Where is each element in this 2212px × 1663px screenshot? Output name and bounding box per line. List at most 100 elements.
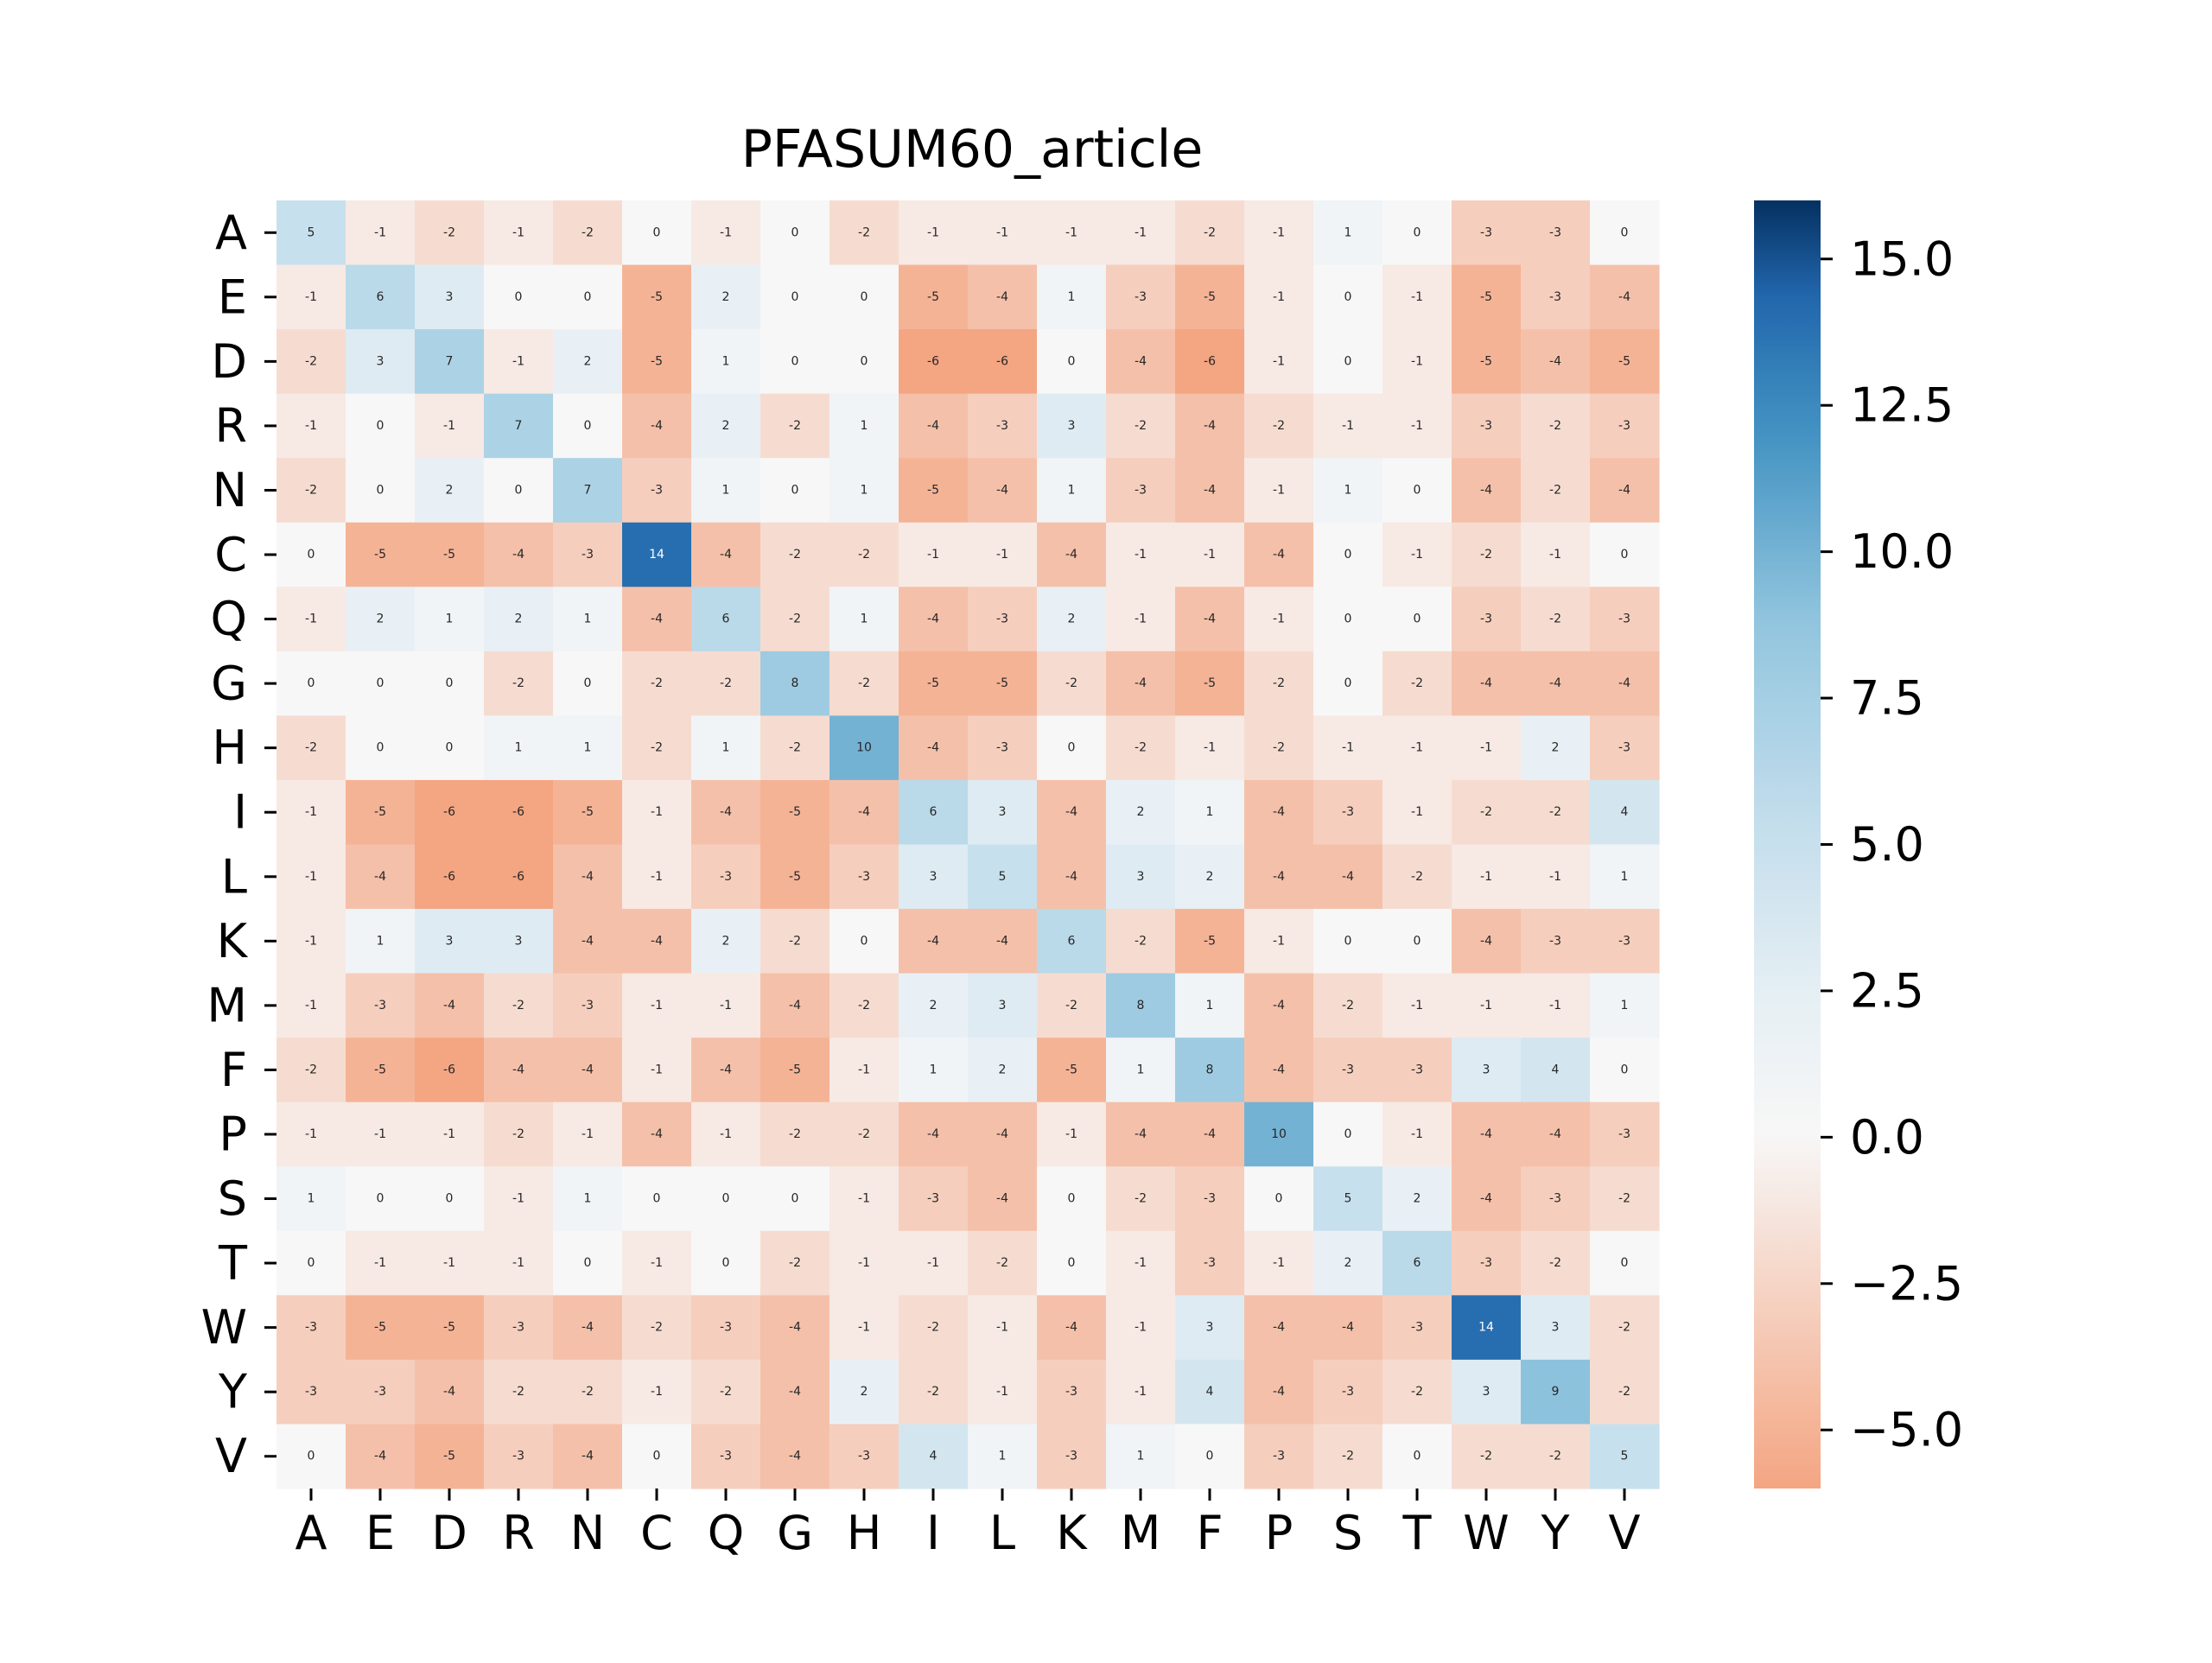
heatmap-cell — [899, 200, 969, 266]
colorbar-ticks: 15.0 12.5 10.0 7.5 5.0 2.5 0.0 −2.5 −5.0 — [1821, 232, 1963, 1457]
cell-value-label: -2 — [789, 613, 801, 626]
cell-value-label: -2 — [1618, 1192, 1630, 1206]
cell-value-label: 3 — [1068, 419, 1076, 433]
cell-value-label: -4 — [374, 1450, 386, 1463]
heatmap-cell — [691, 909, 761, 974]
x-tick-label: V — [1609, 1506, 1641, 1560]
heatmap-cell — [1452, 200, 1522, 266]
heatmap-cell — [1106, 393, 1176, 459]
heatmap-cell — [830, 264, 899, 330]
cell-value-label: -1 — [305, 870, 317, 884]
heatmap-cell — [1452, 844, 1522, 910]
cell-value-label: -3 — [1618, 613, 1630, 626]
heatmap-cell — [899, 1038, 969, 1103]
heatmap-cell — [622, 651, 692, 716]
heatmap-cell — [1106, 909, 1176, 974]
heatmap-cell — [830, 973, 899, 1038]
heatmap-cell — [899, 522, 969, 587]
cell-value-label: 0 — [377, 419, 385, 433]
cell-value-label: -2 — [789, 419, 801, 433]
heatmap-cell — [968, 458, 1038, 524]
heatmap-cell — [1037, 1101, 1107, 1167]
heatmap-cell — [1244, 1101, 1314, 1167]
cell-value-label: -4 — [443, 999, 455, 1012]
y-tick-label: D — [211, 334, 247, 389]
cell-value-label: -4 — [1204, 419, 1216, 433]
cell-value-label: 1 — [446, 613, 454, 626]
cell-value-label: -1 — [651, 870, 663, 884]
heatmap-cell — [276, 329, 346, 395]
colorbar-tick-label: 10.0 — [1850, 524, 1954, 579]
heatmap-cell — [760, 393, 830, 459]
cell-value-label: -4 — [1065, 805, 1077, 819]
heatmap-cell — [968, 1101, 1038, 1167]
x-tick-label: E — [365, 1506, 395, 1560]
heatmap-cell — [1382, 909, 1452, 974]
cell-value-label: 1 — [861, 483, 868, 497]
cell-value-label: -1 — [927, 1256, 939, 1270]
heatmap-cell — [1244, 329, 1314, 395]
cell-value-label: 0 — [653, 1192, 661, 1206]
heatmap-cell — [484, 844, 554, 910]
colorbar-tick-label: 2.5 — [1850, 963, 1924, 1018]
cell-value-label: -5 — [443, 548, 455, 562]
heatmap-cell — [968, 909, 1038, 974]
heatmap-cell — [276, 1359, 346, 1425]
heatmap-cell — [1382, 1038, 1452, 1103]
cell-value-label: 0 — [1414, 225, 1421, 239]
heatmap-cell — [1106, 779, 1176, 846]
heatmap-cell — [968, 522, 1038, 587]
heatmap-cell — [691, 587, 761, 652]
cell-value-label: 0 — [308, 548, 315, 562]
x-tick-label: Y — [1541, 1506, 1571, 1560]
heatmap-cell — [415, 651, 485, 716]
heatmap-cell — [691, 1359, 761, 1425]
y-tick-label: Y — [218, 1365, 248, 1419]
cell-value-label: 2 — [722, 290, 730, 304]
cell-value-label: -1 — [651, 1063, 663, 1076]
heatmap-cell — [760, 1166, 830, 1232]
colorbar-tick-label: 5.0 — [1850, 817, 1924, 872]
heatmap-cell — [1452, 779, 1522, 846]
heatmap-cell — [1382, 1359, 1452, 1425]
cell-value-label: 0 — [1414, 1450, 1421, 1463]
heatmap-cell — [1175, 844, 1245, 910]
cell-value-label: 5 — [308, 225, 315, 239]
cell-value-label: -3 — [1273, 1450, 1285, 1463]
heatmap-cell — [1106, 973, 1176, 1038]
cell-value-label: -3 — [1204, 1256, 1216, 1270]
cell-value-label: 3 — [446, 934, 454, 948]
y-tick-label: I — [233, 785, 247, 840]
cell-value-label: -4 — [996, 483, 1008, 497]
x-tick-label: W — [1463, 1506, 1509, 1560]
heatmap-cell — [1175, 651, 1245, 716]
cell-value-label: -4 — [1135, 354, 1147, 368]
heatmap-cell — [622, 1359, 692, 1425]
heatmap-cell — [830, 651, 899, 716]
heatmap-cell — [1590, 1424, 1660, 1489]
heatmap-cell — [830, 1101, 899, 1167]
heatmap-cell — [1590, 1295, 1660, 1361]
heatmap-cell — [1313, 1295, 1383, 1361]
cell-value-label: -3 — [1342, 1063, 1354, 1076]
heatmap-cell — [760, 909, 830, 974]
cell-value-label: 6 — [1414, 1256, 1421, 1270]
heatmap-cell — [1037, 1424, 1107, 1489]
cell-value-label: -4 — [582, 1450, 594, 1463]
heatmap-cell — [622, 1166, 692, 1232]
heatmap-cell — [830, 779, 899, 846]
cell-value-label: -4 — [996, 290, 1008, 304]
heatmap-cell — [346, 1166, 416, 1232]
heatmap-cell — [760, 458, 830, 524]
heatmap-cell — [968, 1295, 1038, 1361]
y-tick-label: G — [211, 657, 247, 711]
cell-value-label: -1 — [305, 1127, 317, 1141]
cell-value-label: -2 — [1549, 1450, 1561, 1463]
cell-value-label: 0 — [1344, 548, 1352, 562]
cell-value-label: -4 — [1618, 676, 1630, 690]
cell-value-label: -4 — [512, 1063, 524, 1076]
heatmap-cell — [484, 1230, 554, 1296]
heatmap-cell — [1244, 1166, 1314, 1232]
heatmap-cell — [1590, 458, 1660, 524]
heatmap-cell — [346, 522, 416, 587]
